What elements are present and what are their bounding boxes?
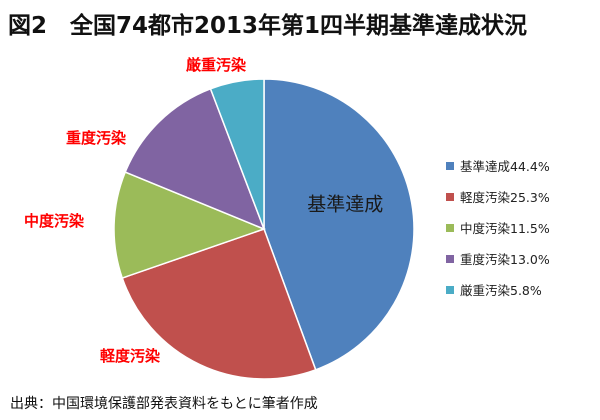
legend-label-moderate: 中度汚染11.5% <box>460 221 550 236</box>
legend-item-heavy: 重度汚染13.0% <box>446 249 550 268</box>
legend-label-mild: 軽度汚染25.3% <box>460 190 550 205</box>
legend-item-moderate: 中度汚染11.5% <box>446 218 550 237</box>
pie-slice-attained <box>263 78 415 371</box>
legend-item-severe: 厳重汚染5.8% <box>446 280 550 299</box>
chart-legend: 基準達成44.4% 軽度汚染25.3% 中度汚染11.5% 重度汚染13.0% 厳重汚染… <box>446 156 550 311</box>
legend-item-attained: 基準達成44.4% <box>446 156 550 175</box>
slice-label-attained: 基準達成 <box>307 194 383 216</box>
legend-swatch-moderate <box>446 223 454 232</box>
callout-label-heavy: 重度汚染 <box>66 129 127 147</box>
pie-slice-mild <box>121 228 317 380</box>
chart-title: 図2 全国74都市2013年第1四半期基準達成状況 <box>8 13 528 39</box>
legend-label-heavy: 重度汚染13.0% <box>460 252 550 267</box>
callout-label-mild: 軽度汚染 <box>100 347 161 365</box>
legend-label-severe: 厳重汚染5.8% <box>460 283 542 298</box>
legend-swatch-heavy <box>446 254 454 263</box>
pie-slice-severe <box>209 78 265 230</box>
pie-slice-heavy <box>124 87 266 231</box>
legend-swatch-severe <box>446 285 454 294</box>
callout-label-moderate: 中度汚染 <box>24 212 85 230</box>
legend-item-mild: 軽度汚染25.3% <box>446 187 550 206</box>
source-note: 出典：中国環境保護部発表資料をもとに筆者作成 <box>10 396 318 412</box>
callout-label-severe: 厳重汚染 <box>186 56 247 74</box>
legend-swatch-attained <box>446 161 454 170</box>
legend-swatch-mild <box>446 192 454 201</box>
pie-slice-moderate <box>113 171 267 279</box>
legend-label-attained: 基準達成44.4% <box>460 159 550 174</box>
